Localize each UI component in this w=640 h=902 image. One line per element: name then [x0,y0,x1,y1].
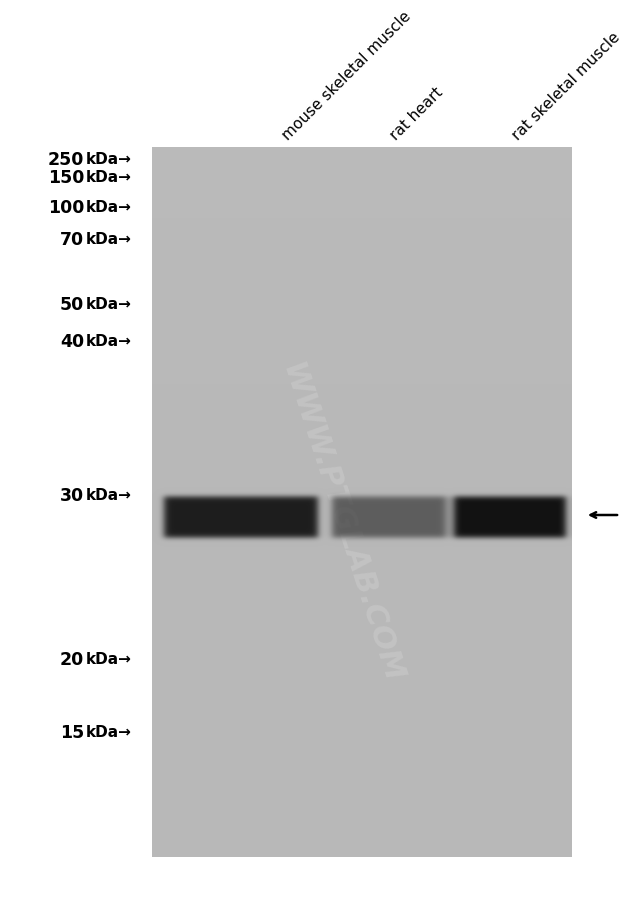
Text: 150: 150 [47,169,84,187]
Bar [152,739,572,762]
Text: kDa→: kDa→ [86,200,132,216]
Text: 40: 40 [60,333,84,351]
Bar [152,171,572,195]
Text: mouse skeletal muscle: mouse skeletal muscle [280,8,414,143]
Bar [152,502,572,526]
Text: kDa→: kDa→ [86,652,132,667]
Bar [152,715,572,739]
Text: kDa→: kDa→ [86,152,132,167]
Bar [152,833,572,857]
Bar [152,456,572,479]
Text: kDa→: kDa→ [86,334,132,349]
Bar [152,549,572,574]
Bar [152,787,572,810]
Bar [152,313,572,337]
Bar [152,361,572,384]
Bar [152,384,572,408]
Text: 70: 70 [60,231,84,249]
Text: 50: 50 [60,296,84,314]
Text: 30: 30 [60,486,84,504]
Bar [152,526,572,549]
Text: 15: 15 [60,723,84,741]
Bar [152,337,572,361]
Text: 20: 20 [60,650,84,668]
Bar [152,243,572,266]
Bar [152,148,572,171]
Bar [152,762,572,787]
Bar [152,667,572,692]
Text: kDa→: kDa→ [86,724,132,740]
Bar [152,479,572,502]
Text: kDa→: kDa→ [86,488,132,503]
Bar [152,644,572,667]
Bar [152,219,572,243]
Text: kDa→: kDa→ [86,297,132,312]
Bar [152,431,572,456]
Bar [152,195,572,219]
Bar [152,266,572,290]
Bar [152,148,572,857]
Bar [152,574,572,597]
Bar [152,810,572,833]
Bar [152,692,572,715]
Text: rat heart: rat heart [387,85,445,143]
Bar [152,408,572,431]
Text: kDa→: kDa→ [86,170,132,185]
Text: kDa→: kDa→ [86,232,132,247]
Text: 250: 250 [47,151,84,169]
Bar [152,597,572,621]
Bar [152,621,572,644]
Text: 100: 100 [47,198,84,216]
Text: WWW.PTGLAB.COM: WWW.PTGLAB.COM [276,359,408,686]
Text: rat skeletal muscle: rat skeletal muscle [509,30,623,143]
Bar [152,290,572,313]
